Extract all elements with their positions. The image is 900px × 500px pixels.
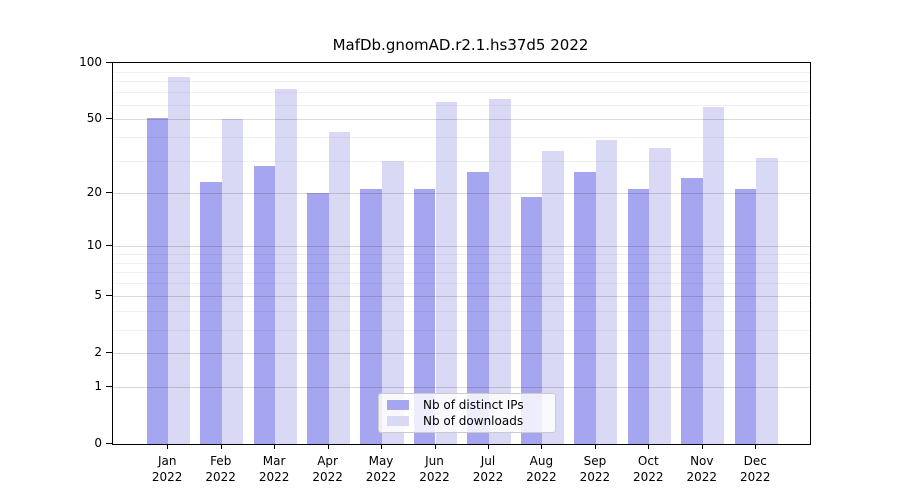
x-tick-label-may: May 2022: [365, 454, 397, 484]
y-tick-label-50: 50: [86, 111, 102, 126]
legend-item-distinct-ips: Nb of distinct IPs: [387, 398, 547, 412]
bar-apr-distinct-ips: [307, 192, 329, 444]
y-tick-label-5: 5: [94, 288, 102, 303]
x-tick-jul: [488, 444, 489, 449]
bar-jun-distinct-ips: [413, 188, 436, 444]
bar-jan-downloads: [168, 77, 190, 444]
x-tick-dec: [755, 444, 757, 449]
bar-mar-downloads: [275, 88, 297, 444]
bar-apr-downloads: [328, 131, 351, 444]
bar-feb-distinct-ips: [200, 181, 222, 444]
x-tick-label-mar: Mar 2022: [258, 454, 290, 484]
x-tick-label-jun: Jun 2022: [419, 454, 450, 484]
legend-swatch-distinct-ips: [387, 400, 409, 410]
y-tick-0: [106, 443, 112, 444]
x-tick-mar: [274, 444, 276, 449]
legend-label-distinct-ips: Nb of distinct IPs: [423, 398, 524, 412]
bar-feb-downloads: [221, 119, 244, 444]
bars-layer: [113, 63, 810, 444]
bar-aug-downloads: [542, 150, 564, 444]
y-tick-20: [106, 191, 112, 193]
bar-dec-distinct-ips: [734, 188, 757, 444]
bar-may-downloads: [382, 160, 404, 444]
y-tick-1: [106, 385, 112, 387]
bar-sep-distinct-ips: [574, 171, 596, 444]
x-tick-label-apr: Apr 2022: [312, 454, 343, 484]
y-tick-label-2: 2: [94, 345, 102, 360]
bar-nov-downloads: [702, 107, 725, 444]
x-tick-jun: [434, 444, 436, 449]
x-tick-nov: [701, 444, 703, 449]
y-tick-label-20: 20: [86, 184, 102, 199]
bar-sep-downloads: [595, 139, 618, 444]
plot-area: [112, 62, 811, 445]
y-tick-label-100: 100: [79, 55, 102, 69]
y-tick-100: [106, 62, 112, 63]
bar-mar-distinct-ips: [253, 166, 276, 444]
y-tick-5: [106, 295, 112, 297]
legend: Nb of distinct IPs Nb of downloads: [378, 393, 556, 433]
x-tick-sep: [594, 444, 596, 449]
x-tick-label-jan: Jan 2022: [151, 454, 183, 484]
x-tick-feb: [220, 444, 222, 449]
bar-nov-distinct-ips: [681, 178, 703, 444]
x-tick-apr: [327, 444, 329, 449]
x-tick-label-aug: Aug 2022: [526, 454, 557, 484]
x-tick-label-sep: Sep 2022: [579, 454, 611, 484]
y-tick-label-10: 10: [86, 238, 102, 252]
x-tick-label-nov: Nov 2022: [686, 454, 718, 484]
x-tick-label-oct: Oct 2022: [633, 454, 664, 484]
bar-dec-downloads: [756, 157, 778, 444]
legend-label-downloads: Nb of downloads: [423, 414, 524, 428]
x-tick-aug: [541, 444, 543, 449]
y-tick-label-1: 1: [94, 378, 102, 393]
legend-swatch-downloads: [387, 416, 409, 426]
x-tick-label-dec: Dec 2022: [740, 454, 771, 484]
bar-jun-downloads: [435, 102, 458, 444]
bar-jul-distinct-ips: [467, 171, 489, 444]
x-tick-label-feb: Feb 2022: [205, 454, 236, 484]
x-tick-may: [381, 444, 382, 449]
bar-may-distinct-ips: [360, 188, 382, 444]
chart-title: MafDb.gnomAD.r2.1.hs37d5 2022: [332, 36, 589, 54]
bar-oct-downloads: [649, 148, 671, 444]
legend-item-downloads: Nb of downloads: [387, 414, 547, 428]
bar-oct-distinct-ips: [627, 188, 650, 444]
x-tick-label-jul: Jul 2022: [472, 454, 504, 484]
x-tick-jan: [167, 444, 169, 449]
bar-jan-distinct-ips: [146, 117, 169, 444]
bar-aug-distinct-ips: [520, 196, 543, 444]
x-tick-oct: [648, 444, 650, 449]
y-tick-50: [106, 118, 112, 120]
y-tick-2: [106, 352, 112, 354]
y-tick-label-0: 0: [94, 436, 102, 450]
y-tick-10: [106, 245, 112, 246]
bar-jul-downloads: [489, 99, 511, 444]
